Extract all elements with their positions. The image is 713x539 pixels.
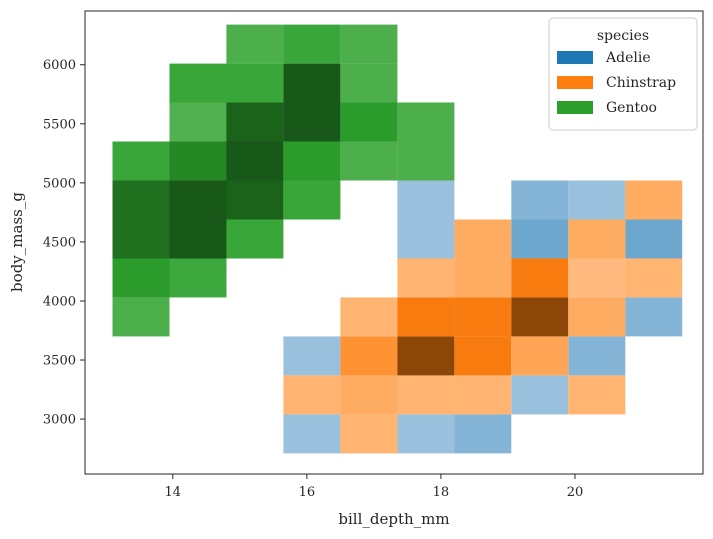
heatmap-cell-gentoo [340,63,398,103]
heatmap-cell-chinstrap [568,258,626,298]
heatmap-cell-gentoo [283,63,341,103]
heatmap-cell-gentoo [226,180,284,220]
y-tick-label: 4000 [43,294,76,309]
heatmap-cell-chinstrap [397,336,455,376]
heatmap-cell-adelie [568,180,626,220]
x-tick-label: 20 [567,485,584,500]
legend-label-gentoo: Gentoo [606,100,657,116]
heatmap-cell-chinstrap [283,375,341,415]
heatmap-cell-gentoo [169,180,227,220]
heatmap-cell-adelie [283,414,341,454]
y-axis-title: body_mass_g [8,192,26,292]
heatmap-cell-gentoo [169,219,227,259]
heatmap-cell-chinstrap [511,336,569,376]
heatmap-cell-chinstrap [340,297,398,337]
x-axis: 14 16 18 20 [165,474,584,500]
heatmap-cell-chinstrap [625,180,683,220]
heatmap-cell-gentoo [340,141,398,181]
heatmap-cell-gentoo [112,297,170,337]
heatmap-cell-gentoo [340,24,398,64]
heatmap-cell-chinstrap [397,297,455,337]
heatmap-cell-chinstrap [340,336,398,376]
heatmap-cell-chinstrap [511,258,569,298]
legend-label-adelie: Adelie [605,50,651,66]
legend-label-chinstrap: Chinstrap [606,75,676,91]
heatmap-cell-gentoo [283,141,341,181]
x-tick-label: 18 [433,485,450,500]
heatmap-cell-chinstrap [454,336,512,376]
heatmap-cell-chinstrap [454,297,512,337]
heatmap-cell-adelie [625,297,683,337]
y-axis: 3000 3500 4000 4500 5000 5500 6000 [43,58,85,428]
heatmap-cell-chinstrap [568,219,626,259]
x-tick-label: 16 [299,485,316,500]
plot-frame [84,10,704,475]
heatmap-cell-chinstrap [454,375,512,415]
heatmap-cell-adelie [397,219,455,259]
heatmap-cell-gentoo [169,141,227,181]
legend-swatch-adelie [557,51,593,64]
y-tick-label: 3000 [43,413,76,428]
heatmap-cell-chinstrap [511,297,569,337]
heatmap-cell-adelie [283,336,341,376]
heatmap-cell-chinstrap [568,375,626,415]
heatmap-cell-adelie [397,180,455,220]
heatmap-cell-gentoo [112,258,170,298]
heatmap-cell-chinstrap [340,375,398,415]
y-tick-label: 6000 [43,58,76,73]
heatmap-cell-adelie [397,414,455,454]
heatmap-cell-adelie [511,180,569,220]
heatmap-cell-gentoo [340,102,398,142]
heatmap-cell-gentoo [283,102,341,142]
y-tick-label: 5500 [43,117,76,132]
heatmap-cell-chinstrap [568,297,626,337]
heatmap-cell-adelie [511,375,569,415]
heatmap-cell-adelie [454,414,512,454]
legend-title: species [597,28,649,44]
heatmap-cell-gentoo [112,219,170,259]
heatmap-cell-gentoo [397,102,455,142]
heatmap-cell-chinstrap [397,375,455,415]
heatmap-cell-chinstrap [454,219,512,259]
heatmap-cell-gentoo [226,141,284,181]
heatmap-cell-chinstrap [625,258,683,298]
heatmap-cell-gentoo [169,258,227,298]
heatmap-cell-gentoo [226,102,284,142]
heatmap-cell-adelie [625,219,683,259]
heatmap-cell-adelie [568,336,626,376]
heatmap-cell-gentoo [112,141,170,181]
x-tick-label: 14 [165,485,182,500]
y-tick-label: 3500 [43,354,76,369]
heatmap-cell-gentoo [226,24,284,64]
heatmap-cell-gentoo [283,24,341,64]
heatmap-cell-gentoo [169,63,227,103]
heatmap-cell-chinstrap [454,258,512,298]
legend: species Adelie Chinstrap Gentoo [548,17,698,131]
heatmap-cell-gentoo [226,63,284,103]
y-tick-label: 5000 [43,176,76,191]
heatmap-cell-gentoo [226,219,284,259]
heatmap-cell-gentoo [283,180,341,220]
legend-swatch-gentoo [557,101,593,114]
heatmap-cells [112,24,683,454]
heatmap-cell-gentoo [112,180,170,220]
heatmap-cell-adelie [511,219,569,259]
heatmap-cell-gentoo [397,141,455,181]
heatmap-cell-chinstrap [340,414,398,454]
legend-swatch-chinstrap [557,76,593,89]
x-axis-title: bill_depth_mm [338,510,449,528]
y-tick-label: 4500 [43,235,76,250]
legend-items: Adelie Chinstrap Gentoo [557,50,676,116]
heatmap-cell-gentoo [169,102,227,142]
heatmap-cell-chinstrap [397,258,455,298]
